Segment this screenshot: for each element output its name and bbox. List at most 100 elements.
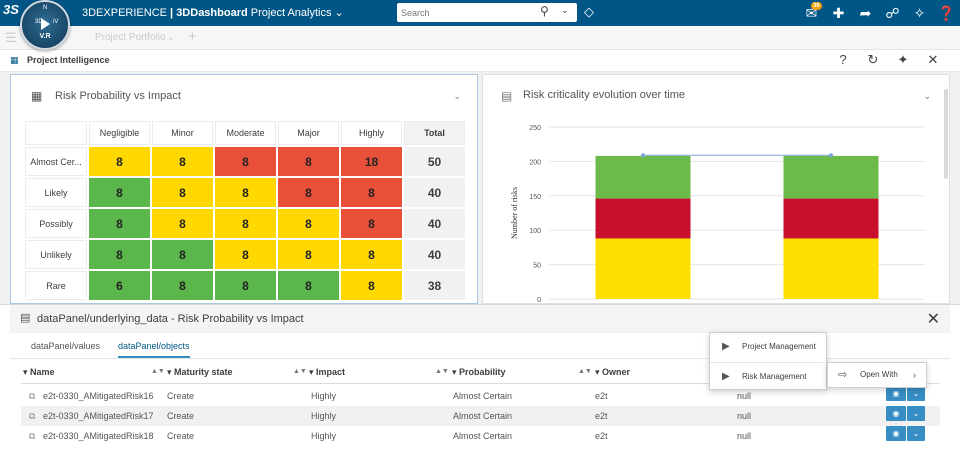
tab-objects[interactable]: dataPanel/objects: [118, 341, 190, 358]
matrix-row-label: Unlikely: [25, 240, 87, 269]
sort-icon[interactable]: ▲▼: [435, 368, 449, 375]
matrix-cell[interactable]: 8: [341, 240, 402, 269]
matrix-cell[interactable]: 8: [152, 178, 213, 207]
col-owner-label: Owner: [602, 367, 631, 377]
notifications-icon[interactable]: ✉ 36: [805, 1, 822, 21]
matrix-cell[interactable]: 8: [341, 271, 402, 300]
matrix-cell[interactable]: 8: [341, 178, 402, 207]
cell-impact: Highly: [311, 431, 337, 441]
matrix-cell[interactable]: 8: [89, 209, 150, 238]
search-input[interactable]: [401, 5, 531, 20]
search-scope-chevron-icon[interactable]: ⌄: [561, 5, 569, 15]
table-row[interactable]: ⧉ e2t-0330_AMitigatedRisk18 Create Highly Al…: [21, 426, 940, 446]
table-row[interactable]: ⧉ e2t-0330_AMitigatedRisk16 Create Highly Al…: [21, 386, 940, 406]
pin-icon[interactable]: ✦: [897, 52, 909, 67]
data-panel-close-icon[interactable]: ✕: [926, 311, 940, 328]
col-owner[interactable]: ▾ Owner: [595, 367, 631, 377]
panel-chevron-down-icon[interactable]: ⌄: [453, 91, 461, 101]
matrix-cell[interactable]: 8: [278, 147, 339, 176]
close-icon[interactable]: ✕: [927, 52, 939, 67]
sort-icon[interactable]: ▲▼: [293, 368, 307, 375]
matrix-row-total: 50: [404, 147, 465, 176]
view-eye-icon[interactable]: ◉: [886, 426, 906, 441]
open-with-icon: ⇨: [838, 369, 848, 381]
search-icon[interactable]: ⚲: [540, 4, 549, 18]
matrix-cell[interactable]: 8: [215, 240, 276, 269]
top-bar: 3S N 3D iV V.R 3DEXPERIENCE | 3DDashboar…: [0, 0, 960, 50]
share-icon[interactable]: ➦: [859, 4, 872, 21]
matrix-cell[interactable]: 18: [341, 147, 402, 176]
refresh-icon[interactable]: ↻: [867, 52, 879, 67]
matrix-cell[interactable]: 8: [89, 240, 150, 269]
matrix-cell[interactable]: 8: [152, 240, 213, 269]
cell-extra: null: [737, 411, 752, 421]
row-menu-chevron-icon[interactable]: ⌄: [907, 386, 925, 401]
cell-extra: null: [737, 391, 752, 401]
community-icon[interactable]: ✧: [913, 4, 926, 21]
compass-button[interactable]: N 3D iV V.R: [20, 0, 70, 50]
matrix-row-label: Possibly: [25, 209, 87, 238]
col-maturity-state[interactable]: ▾ Maturity state ▲▼: [167, 360, 307, 384]
bar-segment-low: [595, 238, 691, 299]
help-question-icon[interactable]: ?: [839, 52, 847, 67]
row-menu-chevron-icon[interactable]: ⌄: [907, 406, 925, 421]
matrix-cell[interactable]: 8: [152, 147, 213, 176]
matrix-cell[interactable]: 8: [278, 271, 339, 300]
table-row[interactable]: ⧉ e2t-0330_AMitigatedRisk17 Create Highly Al…: [21, 406, 940, 426]
cell-impact: Highly: [311, 391, 337, 401]
bar-segment-high: [783, 198, 879, 239]
tag-icon[interactable]: ◇: [584, 4, 594, 19]
menu-icon[interactable]: ☰: [5, 30, 17, 45]
matrix-cell[interactable]: 8: [341, 209, 402, 238]
col-name[interactable]: ▾ Name ▲▼: [23, 360, 165, 384]
view-eye-icon[interactable]: ◉: [886, 386, 906, 401]
cell-probability: Almost Certain: [453, 431, 513, 441]
matrix-col-header: Minor: [152, 121, 213, 145]
data-panel-icon: ▤: [20, 312, 31, 324]
table-icon: ▦: [31, 89, 43, 103]
matrix-total-header: Total: [404, 121, 465, 145]
help-icon[interactable]: ❓: [937, 4, 956, 21]
chevron-down-icon[interactable]: ⌄: [334, 7, 344, 19]
tab-chevron-down-icon[interactable]: ⌄: [167, 32, 175, 42]
network-icon[interactable]: ☍: [885, 4, 900, 21]
risk-matrix-header: ▦ Risk Probability vs Impact ⌄: [11, 75, 477, 115]
dashboard-name: Project Analytics: [250, 7, 332, 19]
matrix-cell[interactable]: 8: [215, 178, 276, 207]
col-probability[interactable]: ▾ Probability ▲▼: [452, 360, 592, 384]
matrix-cell[interactable]: 8: [215, 209, 276, 238]
matrix-cell[interactable]: 8: [278, 240, 339, 269]
tab-values[interactable]: dataPanel/values: [31, 341, 101, 351]
row-menu-chevron-icon[interactable]: ⌄: [907, 426, 925, 441]
matrix-cell[interactable]: 8: [278, 209, 339, 238]
app-title[interactable]: 3DEXPERIENCE | 3DDashboard Project Analy…: [82, 6, 344, 19]
data-panel-title: dataPanel/underlying_data - Risk Probabi…: [37, 313, 304, 325]
matrix-cell[interactable]: 6: [89, 271, 150, 300]
matrix-cell[interactable]: 8: [215, 271, 276, 300]
menu-item-risk-management[interactable]: ▶ Risk Management: [710, 363, 828, 391]
app-name: 3DDashboard: [176, 7, 248, 19]
col-impact-label: Impact: [316, 367, 346, 377]
menu-item-project-management[interactable]: ▶ Project Management: [710, 333, 828, 361]
open-with-menu-item[interactable]: ⇨ Open With ›: [827, 362, 927, 388]
context-menu: ▶ Project Management ▶ Risk Management: [709, 332, 828, 391]
matrix-cell[interactable]: 8: [89, 147, 150, 176]
chart-scrollbar[interactable]: [944, 89, 948, 179]
col-impact[interactable]: ▾ Impact ▲▼: [309, 360, 449, 384]
matrix-cell[interactable]: 8: [278, 178, 339, 207]
dashboard-area: ▦ Risk Probability vs Impact ⌄ Negligibl…: [0, 72, 960, 304]
sort-icon[interactable]: ▲▼: [151, 368, 165, 375]
compass-iv-label: iV: [53, 19, 59, 25]
tab-project-portfolio[interactable]: Project Portfolio: [95, 32, 166, 43]
matrix-cell[interactable]: 8: [215, 147, 276, 176]
ds-logo[interactable]: 3S: [3, 2, 19, 17]
y-axis-label: Number of risks: [510, 187, 519, 239]
chart-chevron-down-icon[interactable]: ⌄: [923, 91, 931, 101]
matrix-cell[interactable]: 8: [152, 271, 213, 300]
matrix-cell[interactable]: 8: [89, 178, 150, 207]
view-eye-icon[interactable]: ◉: [886, 406, 906, 421]
sort-icon[interactable]: ▲▼: [578, 368, 592, 375]
matrix-cell[interactable]: 8: [152, 209, 213, 238]
add-tab-icon[interactable]: +: [188, 28, 197, 45]
add-icon[interactable]: ✚: [832, 4, 845, 21]
